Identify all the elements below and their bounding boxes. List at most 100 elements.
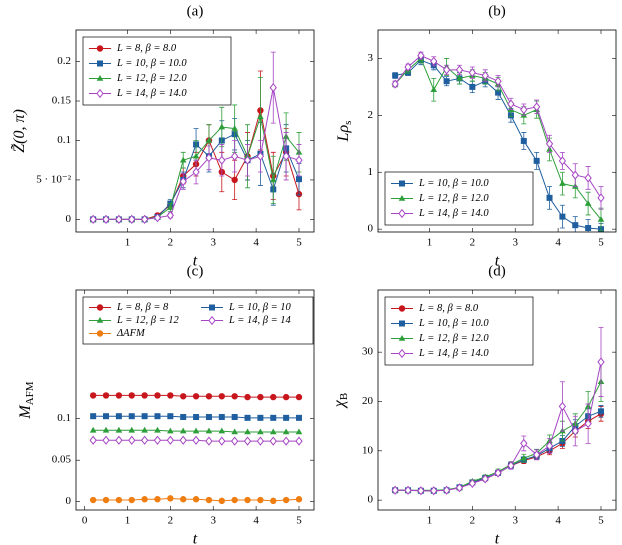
y-tick-label: 0 xyxy=(66,495,72,507)
x-tick-label: 4 xyxy=(555,515,561,527)
panel-title: (a) xyxy=(187,3,204,19)
axes-frame xyxy=(75,29,315,233)
marker xyxy=(153,213,162,223)
marker xyxy=(115,413,122,420)
legend-label: L = 8, β = 8 xyxy=(116,302,169,313)
marker xyxy=(102,392,110,399)
marker xyxy=(205,153,213,163)
marker xyxy=(154,426,161,433)
marker xyxy=(231,414,238,421)
marker xyxy=(231,151,239,161)
marker xyxy=(430,486,438,496)
marker xyxy=(430,86,438,93)
marker xyxy=(417,50,425,61)
x-tick-label: 1 xyxy=(427,515,433,527)
axes-frame xyxy=(75,289,315,511)
x-tick-label: 5 xyxy=(598,237,604,249)
marker xyxy=(140,214,149,224)
x-tick-label: 5 xyxy=(296,237,302,249)
marker xyxy=(270,414,277,421)
marker xyxy=(231,125,238,131)
y-axis-label-sub: AFM xyxy=(24,381,36,405)
panel-title: (c) xyxy=(187,263,204,279)
marker xyxy=(257,414,264,421)
marker xyxy=(520,137,527,144)
y-axis-label-main: χ xyxy=(331,399,348,409)
marker xyxy=(140,435,149,445)
marker xyxy=(128,426,136,433)
marker xyxy=(270,393,277,401)
y-axis-label: χB xyxy=(331,393,350,409)
marker xyxy=(102,435,110,445)
marker xyxy=(205,136,213,143)
marker xyxy=(481,474,489,484)
marker xyxy=(398,208,406,219)
y-axis-label-main: Z̃(0, π) xyxy=(10,109,28,153)
marker xyxy=(89,392,97,399)
marker xyxy=(153,435,162,445)
marker xyxy=(257,428,264,435)
marker xyxy=(243,436,252,446)
marker xyxy=(205,414,212,421)
marker xyxy=(257,496,264,504)
marker xyxy=(520,438,528,449)
legend-label: L = 14, β = 14.0 xyxy=(116,88,187,99)
marker xyxy=(558,401,567,412)
marker xyxy=(179,435,187,445)
marker xyxy=(166,210,174,221)
y-axis-label-sub: s xyxy=(342,121,354,125)
marker xyxy=(455,65,464,75)
x-tick-label: 2 xyxy=(470,515,476,527)
marker xyxy=(179,427,187,434)
marker xyxy=(244,414,251,421)
legend-label: L = 10, β = 10.0 xyxy=(418,318,489,329)
marker xyxy=(192,152,200,159)
marker xyxy=(295,155,303,165)
marker xyxy=(282,151,290,161)
marker xyxy=(269,82,277,93)
marker xyxy=(584,200,592,206)
marker xyxy=(417,486,425,496)
legend-label: L = 12, β = 12.0 xyxy=(418,193,489,204)
marker xyxy=(115,392,123,399)
marker xyxy=(218,414,225,421)
marker xyxy=(96,317,104,323)
marker xyxy=(243,155,252,165)
marker xyxy=(270,497,277,505)
marker xyxy=(269,176,277,183)
y-tick-label: 3 xyxy=(368,52,374,64)
marker xyxy=(597,357,605,367)
x-tick-label: 3 xyxy=(512,515,518,527)
marker xyxy=(115,214,123,224)
marker xyxy=(495,89,502,96)
marker xyxy=(208,315,216,326)
legend-label: L = 12, β = 12.0 xyxy=(418,333,489,344)
marker xyxy=(154,496,161,503)
marker xyxy=(244,496,251,504)
marker xyxy=(205,436,213,446)
marker xyxy=(584,419,592,429)
marker xyxy=(269,436,277,446)
marker xyxy=(545,139,554,149)
x-tick-label: 3 xyxy=(210,515,216,527)
x-axis-label: t xyxy=(495,531,500,545)
marker xyxy=(256,151,265,161)
marker xyxy=(179,156,187,163)
marker xyxy=(571,170,579,180)
marker xyxy=(585,225,592,232)
marker xyxy=(167,204,174,210)
marker xyxy=(103,413,110,420)
marker xyxy=(442,65,451,75)
marker xyxy=(546,194,553,201)
y-axis-label: Lρs xyxy=(335,121,354,143)
marker xyxy=(295,414,302,421)
marker xyxy=(404,485,412,495)
marker xyxy=(533,450,541,460)
marker xyxy=(545,441,554,451)
marker xyxy=(96,330,104,337)
marker xyxy=(90,413,97,420)
marker xyxy=(128,214,136,224)
marker xyxy=(218,155,226,165)
marker xyxy=(295,436,303,446)
